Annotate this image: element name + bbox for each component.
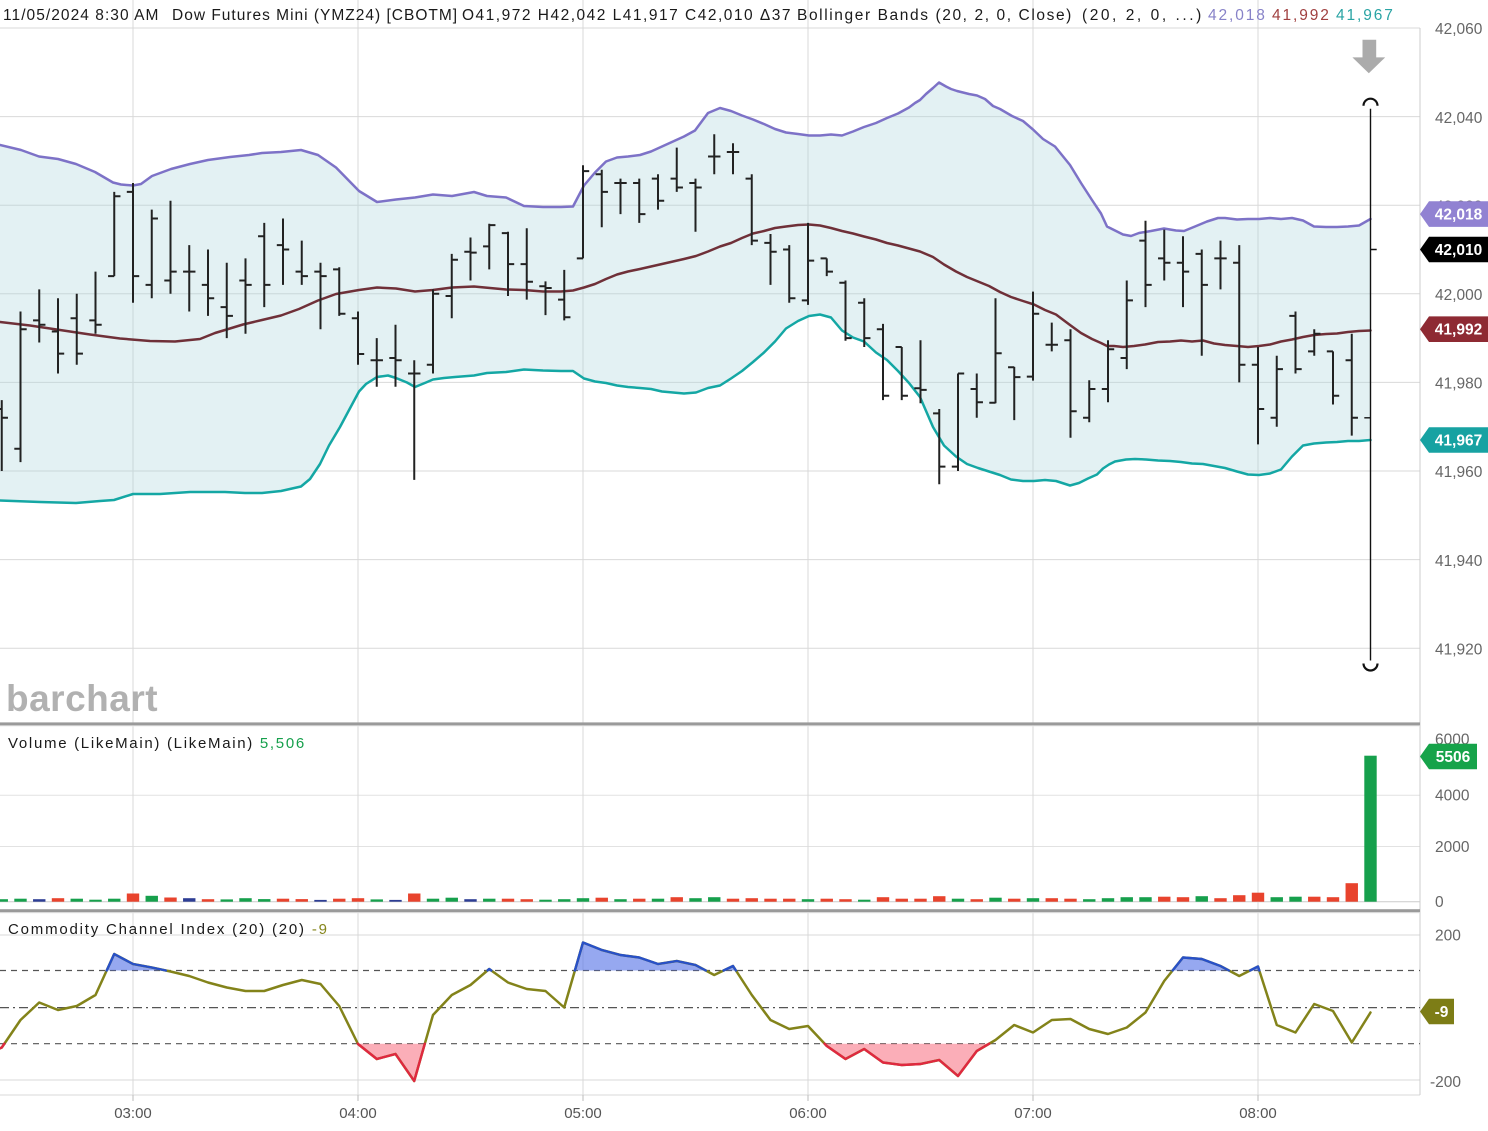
svg-text:08:00: 08:00 (1239, 1105, 1277, 1122)
svg-text:41,980: 41,980 (1435, 376, 1483, 393)
svg-text:5506: 5506 (1436, 749, 1471, 766)
svg-text:barchart: barchart (6, 678, 158, 719)
svg-text:04:00: 04:00 (339, 1105, 377, 1122)
svg-text:41,920: 41,920 (1435, 641, 1483, 658)
svg-text:41,967: 41,967 (1435, 433, 1482, 450)
svg-text:42,010: 42,010 (1435, 242, 1482, 259)
svg-text:-9: -9 (1435, 1004, 1449, 1021)
svg-text:07:00: 07:00 (1014, 1105, 1052, 1122)
svg-text:42,000: 42,000 (1435, 287, 1483, 304)
svg-text:200: 200 (1435, 928, 1461, 945)
svg-text:41,960: 41,960 (1435, 464, 1483, 481)
svg-text:Volume (LikeMain) (LikeMain): Volume (LikeMain) (LikeMain) 5,506 (8, 735, 306, 752)
svg-text:05:00: 05:00 (564, 1105, 602, 1122)
svg-text:42,060: 42,060 (1435, 21, 1483, 38)
svg-text:0: 0 (1435, 894, 1444, 911)
svg-text:42,018: 42,018 (1435, 207, 1483, 224)
svg-text:41,992: 41,992 (1435, 322, 1482, 339)
svg-text:41,940: 41,940 (1435, 553, 1483, 570)
svg-text:Commodity Channel Index (20): Commodity Channel Index (20) (20) -9 (8, 921, 329, 938)
svg-text:42,040: 42,040 (1435, 110, 1483, 127)
svg-text:4000: 4000 (1435, 788, 1470, 805)
svg-text:06:00: 06:00 (789, 1105, 827, 1122)
svg-text:-200: -200 (1430, 1074, 1461, 1091)
svg-text:03:00: 03:00 (114, 1105, 152, 1122)
svg-text:2000: 2000 (1435, 839, 1470, 856)
